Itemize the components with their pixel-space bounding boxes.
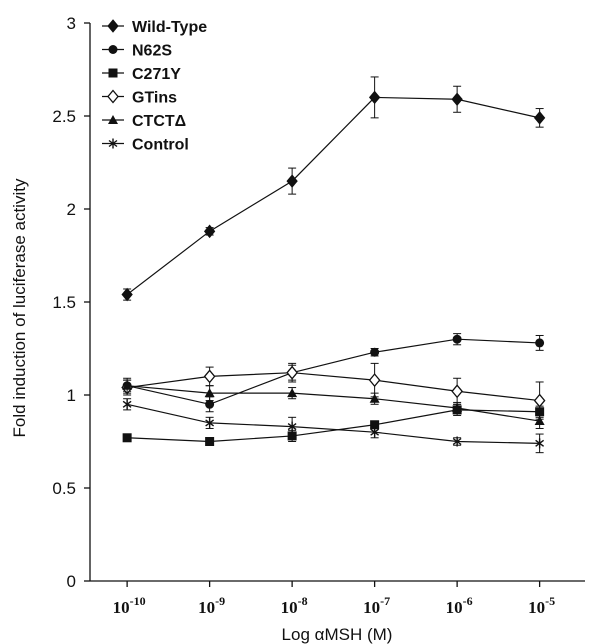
diamond-marker [286, 174, 298, 188]
asterisk-stroke [535, 439, 545, 447]
y-tick-label: 0 [67, 572, 76, 591]
asterisk-stroke [452, 437, 462, 446]
asterisk-marker [205, 417, 215, 428]
square-marker [205, 437, 215, 446]
y-axis-label: Fold induction of luciferase activity [10, 178, 29, 437]
diamond-marker [368, 90, 381, 105]
series-c271y [122, 403, 545, 446]
x-tick-label: 10-5 [528, 594, 555, 617]
circle-marker [370, 347, 380, 357]
asterisk-marker [122, 399, 132, 410]
diamond-marker [107, 19, 119, 33]
open-diamond-marker [203, 369, 216, 384]
series-line [126, 403, 540, 444]
legend-label: Control [132, 137, 189, 154]
diamond-marker [203, 224, 216, 239]
legend-item: CTCTΔ [102, 113, 186, 130]
series-wild-type [121, 76, 546, 302]
chart-axes: 0 0.5 1 1.5 2 2.5 3 10-10 10-9 10-8 10-7 10-6 10-5 [52, 14, 585, 617]
circle-marker [108, 45, 118, 54]
open-diamond-marker [286, 365, 298, 380]
circle-marker [535, 338, 545, 348]
x-tick-label: 10-10 [113, 594, 146, 617]
series-ctct- [122, 377, 545, 429]
legend-label: Wild-Type [132, 19, 207, 36]
asterisk-marker [287, 421, 297, 432]
series-line [126, 96, 540, 296]
diamond-marker [121, 287, 133, 302]
legend-item: N62S [102, 43, 172, 60]
series-line [127, 372, 540, 402]
y-tick-label: 2 [67, 200, 76, 219]
asterisk-stroke [122, 400, 132, 408]
square-marker [370, 420, 380, 430]
triangle-marker [108, 115, 118, 124]
triangle-marker [122, 380, 133, 390]
open-diamond-marker [451, 384, 463, 399]
y-tick-label: 1 [67, 386, 76, 405]
y-tick-label: 0.5 [52, 479, 76, 498]
circle-marker [452, 334, 462, 344]
asterisk-marker [535, 438, 545, 449]
open-diamond-marker [368, 373, 381, 388]
x-tick-label: 10-7 [363, 594, 390, 617]
x-tick-label: 10-8 [281, 594, 308, 617]
asterisk-stroke [205, 419, 215, 427]
legend-item: Wild-Type [102, 19, 207, 36]
legend-label: C271Y [132, 66, 181, 83]
series-line [127, 385, 540, 422]
series-control [122, 398, 545, 454]
triangle-marker [287, 388, 298, 398]
legend-item: C271Y [102, 66, 181, 83]
y-tick-label: 2.5 [52, 107, 76, 126]
diamond-marker [533, 111, 546, 125]
x-tick-label: 10-9 [198, 594, 225, 617]
legend-label: N62S [132, 43, 172, 60]
legend-item: GTins [102, 89, 177, 107]
triangle-marker [452, 403, 463, 413]
square-marker [122, 433, 132, 443]
series-line [127, 409, 540, 443]
triangle-marker [204, 388, 215, 398]
asterisk-marker [108, 138, 118, 149]
asterisk-marker [452, 436, 462, 447]
series-line [126, 338, 540, 405]
asterisk-stroke [287, 423, 297, 431]
open-diamond-marker [533, 393, 546, 408]
legend-item: Control [102, 137, 189, 154]
asterisk-stroke [108, 139, 118, 148]
x-tick-label: 10-6 [446, 594, 473, 617]
diamond-marker [451, 92, 463, 107]
y-tick-label: 3 [67, 14, 76, 33]
asterisk-marker [370, 427, 380, 438]
series-layer [121, 76, 546, 454]
open-diamond-marker [107, 89, 119, 104]
x-axis-label: Log αMSH (M) [282, 625, 393, 644]
triangle-marker [534, 416, 545, 426]
y-tick-label: 1.5 [52, 293, 76, 312]
circle-marker [205, 399, 215, 409]
series-n62s [122, 333, 545, 413]
legend-label: GTins [132, 90, 177, 107]
square-marker [108, 68, 118, 78]
legend-label: CTCTΔ [132, 113, 186, 130]
chart-legend: Wild-Type N62S C271Y GTins CTCTΔ Control [102, 19, 207, 154]
triangle-marker [369, 393, 380, 403]
asterisk-stroke [370, 428, 380, 436]
